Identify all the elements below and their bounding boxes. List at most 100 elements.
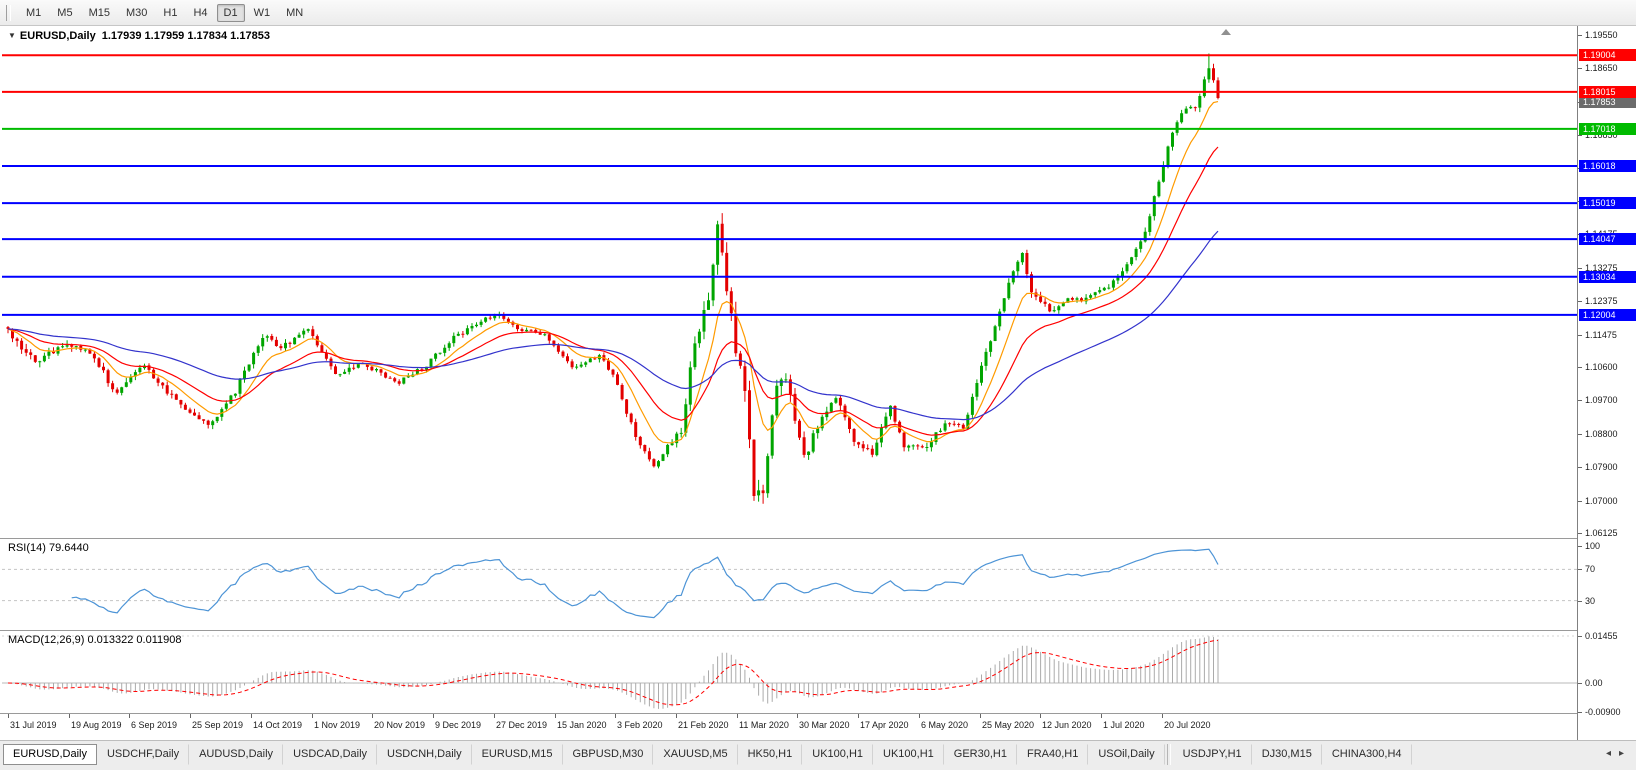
chart-tabs-bar: EURUSD,Daily USDCHF,Daily AUDUSD,Daily USDC… [0,740,1636,770]
macd-scale-tick [1578,712,1582,713]
macd-indicator-pane[interactable] [0,631,1577,713]
price-axis-label: 1.07900 [1585,462,1618,472]
price-scale-tick [1578,301,1582,302]
chart-tab-xauusd-m5[interactable]: XAUUSD,M5 [653,744,738,765]
timeframe-m15-button[interactable]: M15 [88,6,110,19]
date-axis-label: 17 Apr 2020 [860,720,909,730]
date-axis-tick [919,714,920,718]
price-level-box: 1.18015 [1579,86,1636,98]
chart-tab-usdjpy-h1[interactable]: USDJPY,H1 [1173,744,1252,765]
down-candle-bodies [6,68,1220,496]
date-axis-tick [615,714,616,718]
date-axis-tick [858,714,859,718]
moving-average-9[interactable] [7,101,1219,444]
chart-tab-audusd-daily[interactable]: AUDUSD,Daily [189,744,284,765]
date-axis-tick [69,714,70,718]
toolbar-grip[interactable] [6,4,11,21]
price-axis-label: 1.11475 [1585,330,1617,340]
macd-signal-line [7,639,1219,706]
timeframe-m1-button[interactable]: M1 [26,6,42,19]
price-axis-label: 1.06125 [1585,528,1618,538]
timeframe-buttons: M1 M5 M15 M30 H1 H4 D1 W1 MN [18,3,311,22]
macd-header: MACD(12,26,9) 0.013322 0.011908 [8,634,182,646]
date-axis-tick [1040,714,1041,718]
date-axis-tick [129,714,130,718]
date-axis-tick [555,714,556,718]
date-axis-tick [251,714,252,718]
pane-separator[interactable] [0,630,1636,631]
date-axis-tick [676,714,677,718]
date-axis-label: 21 Feb 2020 [678,720,729,730]
date-axis-tick [1162,714,1163,718]
date-axis-label: 31 Jul 2019 [10,720,57,730]
price-scale-tick [1578,367,1582,368]
chart-tab-ger30-h1[interactable]: GER30,H1 [944,744,1017,765]
moving-average-55[interactable] [7,230,1219,421]
price-scale-tick [1578,35,1582,36]
date-axis-tick [1101,714,1102,718]
chart-tab-gbpusd-m30[interactable]: GBPUSD,M30 [563,744,654,765]
tab-scroll-arrows: ◂ ▸ [1606,744,1636,759]
rsi-axis-label: 30 [1585,596,1596,606]
macd-scale-tick [1578,683,1582,684]
date-axis-label: 20 Nov 2019 [374,720,426,730]
date-axis-label: 1 Jul 2020 [1103,720,1145,730]
chart-tab-usoil-daily[interactable]: USOil,Daily [1088,744,1165,765]
date-axis-tick [737,714,738,718]
timeframe-w1-button[interactable]: W1 [253,6,271,19]
price-scale-tick [1578,533,1582,534]
date-axis-label: 11 Mar 2020 [739,720,789,730]
price-scale-tick [1578,135,1582,136]
chart-tab-china300-h4[interactable]: CHINA300,H4 [1322,744,1412,765]
pane-separator[interactable] [0,713,1636,714]
timeframe-d1-button[interactable]: D1 [216,3,245,22]
date-axis-label: 6 May 2020 [921,720,969,730]
chart-tab-hk50-h1[interactable]: HK50,H1 [738,744,803,765]
date-axis-label: 1 Nov 2019 [314,720,361,730]
chart-tabs: EURUSD,Daily USDCHF,Daily AUDUSD,Daily USDC… [3,744,1412,765]
rsi-axis-label: 70 [1585,564,1596,574]
chart-tab-eurusd-daily[interactable]: EURUSD,Daily [3,744,97,765]
chart-tab-uk100-h1[interactable]: UK100,H1 [873,744,944,765]
moving-average-21[interactable] [7,146,1219,436]
date-axis-tick [980,714,981,718]
date-axis-label: 25 May 2020 [982,720,1035,730]
price-scale-tick [1578,268,1582,269]
tabs-scroll-right-button[interactable]: ▸ [1618,748,1624,759]
timeframe-mn-button[interactable]: MN [286,6,304,19]
one-click-trading-icon[interactable]: ▼ [8,31,16,40]
date-axis-label: 9 Dec 2019 [435,720,482,730]
price-level-box: 1.13034 [1579,271,1636,283]
price-level-box: 1.19004 [1579,49,1636,61]
price-level-box: 1.17018 [1579,123,1636,135]
price-scale[interactable]: 1.195501.186501.177501.168501.159751.150… [1577,26,1636,740]
chart-ohlc-values: 1.17939 1.17959 1.17834 1.17853 [101,30,270,42]
price-scale-tick [1578,501,1582,502]
timeframe-m30-button[interactable]: M30 [125,6,148,19]
tabs-scroll-left-button[interactable]: ◂ [1605,748,1611,759]
chart-title: ▼ EURUSD,Daily 1.17939 1.17959 1.17834 1.1… [8,30,270,42]
macd-axis-label: 0.01455 [1585,631,1618,641]
date-axis-tick [797,714,798,718]
chart-tab-usdcnh-daily[interactable]: USDCNH,Daily [377,744,472,765]
macd-axis-label: 0.00 [1585,678,1603,688]
chart-shift-marker[interactable] [1221,29,1231,35]
rsi-indicator-pane[interactable] [0,539,1577,630]
date-axis-tick [372,714,373,718]
chart-tab-uk100-h1[interactable]: UK100,H1 [802,744,874,765]
timeframe-m5-button[interactable]: M5 [57,6,73,19]
pane-separator[interactable] [0,538,1636,539]
chart-tab-dj30-m15[interactable]: DJ30,M15 [1252,744,1322,765]
chart-tab-usdcad-daily[interactable]: USDCAD,Daily [283,744,378,765]
chart-tab-fra40-h1[interactable]: FRA40,H1 [1017,744,1089,765]
tabbar-splitter[interactable] [1166,744,1171,765]
chart-tab-eurusd-m15[interactable]: EURUSD,M15 [472,744,563,765]
date-axis-label: 3 Feb 2020 [617,720,663,730]
chart-tab-usdchf-daily[interactable]: USDCHF,Daily [97,744,190,765]
timeframe-h4-button[interactable]: H4 [193,6,208,19]
rsi-scale-tick [1578,546,1582,547]
price-chart-pane[interactable] [0,26,1577,538]
timeframes-toolbar: M1 M5 M15 M30 H1 H4 D1 W1 MN [0,0,1636,26]
timeframe-h1-button[interactable]: H1 [163,6,178,19]
up-candle-bodies [38,68,1211,496]
